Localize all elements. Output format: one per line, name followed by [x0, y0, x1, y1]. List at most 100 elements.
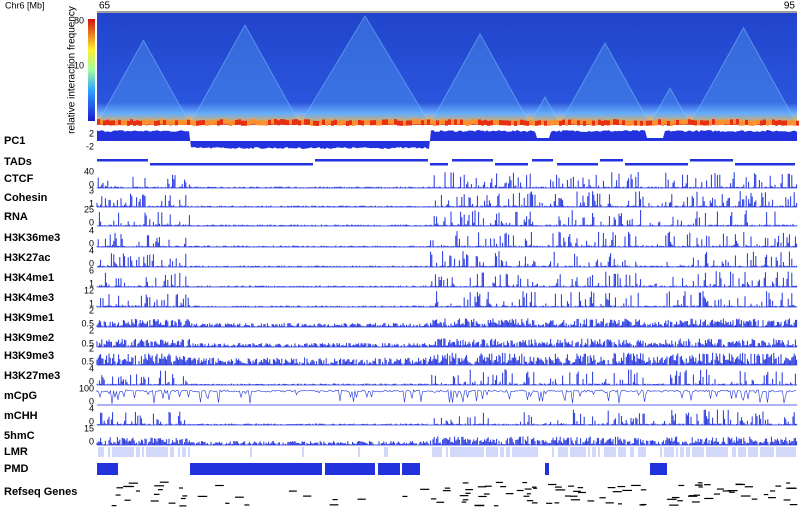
contact — [376, 120, 379, 126]
contact — [151, 119, 154, 125]
contact — [619, 119, 622, 125]
track-name: LMR — [4, 446, 28, 458]
track-name: PMD — [4, 463, 29, 475]
contact — [667, 120, 670, 126]
contact — [721, 119, 724, 125]
contact — [391, 120, 394, 126]
contact — [148, 119, 151, 125]
track-name: H3K27ac — [4, 252, 50, 264]
contact — [715, 120, 718, 126]
contact — [397, 120, 400, 126]
track-name: CTCF — [4, 173, 34, 185]
contact — [781, 120, 784, 126]
contact — [472, 119, 475, 125]
track-name: H3K4me3 — [4, 292, 54, 304]
contact — [607, 120, 610, 126]
signal — [96, 338, 798, 347]
contact — [595, 120, 598, 126]
contact — [700, 120, 703, 126]
track-name: mCHH — [4, 410, 38, 422]
contact — [259, 120, 262, 126]
contact — [442, 119, 445, 125]
contact — [703, 120, 706, 126]
contact — [502, 120, 505, 126]
track-scale: 25 — [84, 204, 94, 214]
contact — [121, 120, 124, 126]
contact — [388, 119, 391, 125]
contact — [454, 119, 457, 125]
contact — [424, 119, 427, 125]
contact — [733, 119, 736, 125]
contact — [604, 120, 607, 126]
contact — [319, 120, 322, 126]
contact — [541, 120, 544, 126]
track-scale: 40 — [84, 166, 94, 176]
signal — [96, 210, 798, 226]
contact — [160, 119, 163, 125]
track-scale: 0 — [89, 238, 94, 248]
contact — [271, 119, 274, 125]
contact — [256, 120, 259, 126]
contact — [280, 119, 283, 125]
contact — [448, 119, 451, 125]
contact — [685, 119, 688, 125]
tad — [452, 159, 493, 162]
contact — [550, 120, 553, 126]
contact — [403, 120, 406, 126]
contact — [373, 120, 376, 126]
tad — [495, 163, 528, 166]
contact — [406, 120, 409, 126]
contact — [499, 120, 502, 126]
contact — [277, 120, 280, 126]
contact — [163, 120, 166, 126]
contact — [190, 120, 193, 126]
contact — [301, 119, 304, 125]
track-scale: 0.5 — [81, 356, 94, 366]
contact — [463, 120, 466, 126]
contact — [706, 120, 709, 126]
contact — [631, 120, 634, 126]
contact — [577, 120, 580, 126]
contact — [385, 119, 388, 125]
contact — [409, 120, 412, 126]
contact — [574, 119, 577, 125]
tad — [315, 159, 428, 162]
track-name: H3K9me1 — [4, 312, 54, 324]
track-name: H3K27me3 — [4, 370, 60, 382]
signal — [96, 251, 798, 267]
contact — [235, 119, 238, 125]
contact — [682, 119, 685, 125]
contact — [772, 119, 775, 125]
track-scale: 2 — [89, 325, 94, 335]
contact — [760, 120, 763, 126]
contact — [199, 120, 202, 126]
contact — [586, 119, 589, 125]
contact — [139, 120, 142, 126]
contact — [367, 119, 370, 125]
track-name: RNA — [4, 211, 28, 223]
heatmap-domains — [96, 15, 799, 126]
contact — [436, 120, 439, 126]
contact — [757, 119, 760, 125]
contact — [193, 120, 196, 126]
contact — [694, 120, 697, 126]
track-scale: 4 — [89, 245, 94, 255]
contact — [625, 120, 628, 126]
signal — [96, 291, 798, 307]
track-scale: 3 — [89, 185, 94, 195]
track-scale: 0 — [89, 376, 94, 386]
contact — [754, 120, 757, 126]
contact — [307, 119, 310, 125]
contact — [520, 119, 523, 125]
contact — [265, 120, 268, 126]
contact — [196, 120, 199, 126]
mcpg — [96, 389, 797, 404]
contact — [466, 120, 469, 126]
contact — [739, 120, 742, 126]
track-scale: 0 — [89, 396, 94, 406]
contact — [508, 120, 511, 126]
track-scale: 0 — [89, 416, 94, 426]
tad — [625, 163, 688, 166]
contact — [727, 119, 730, 125]
